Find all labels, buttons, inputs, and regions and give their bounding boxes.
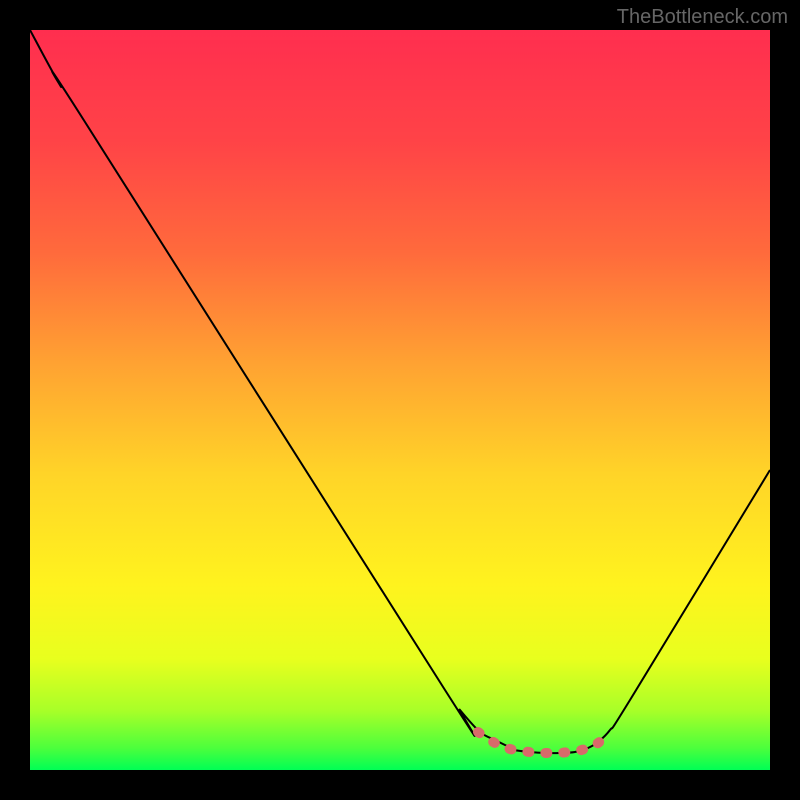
chart-background — [30, 30, 770, 770]
bottleneck-chart — [30, 30, 770, 770]
watermark-text: TheBottleneck.com — [617, 6, 788, 29]
chart-svg — [30, 30, 770, 770]
